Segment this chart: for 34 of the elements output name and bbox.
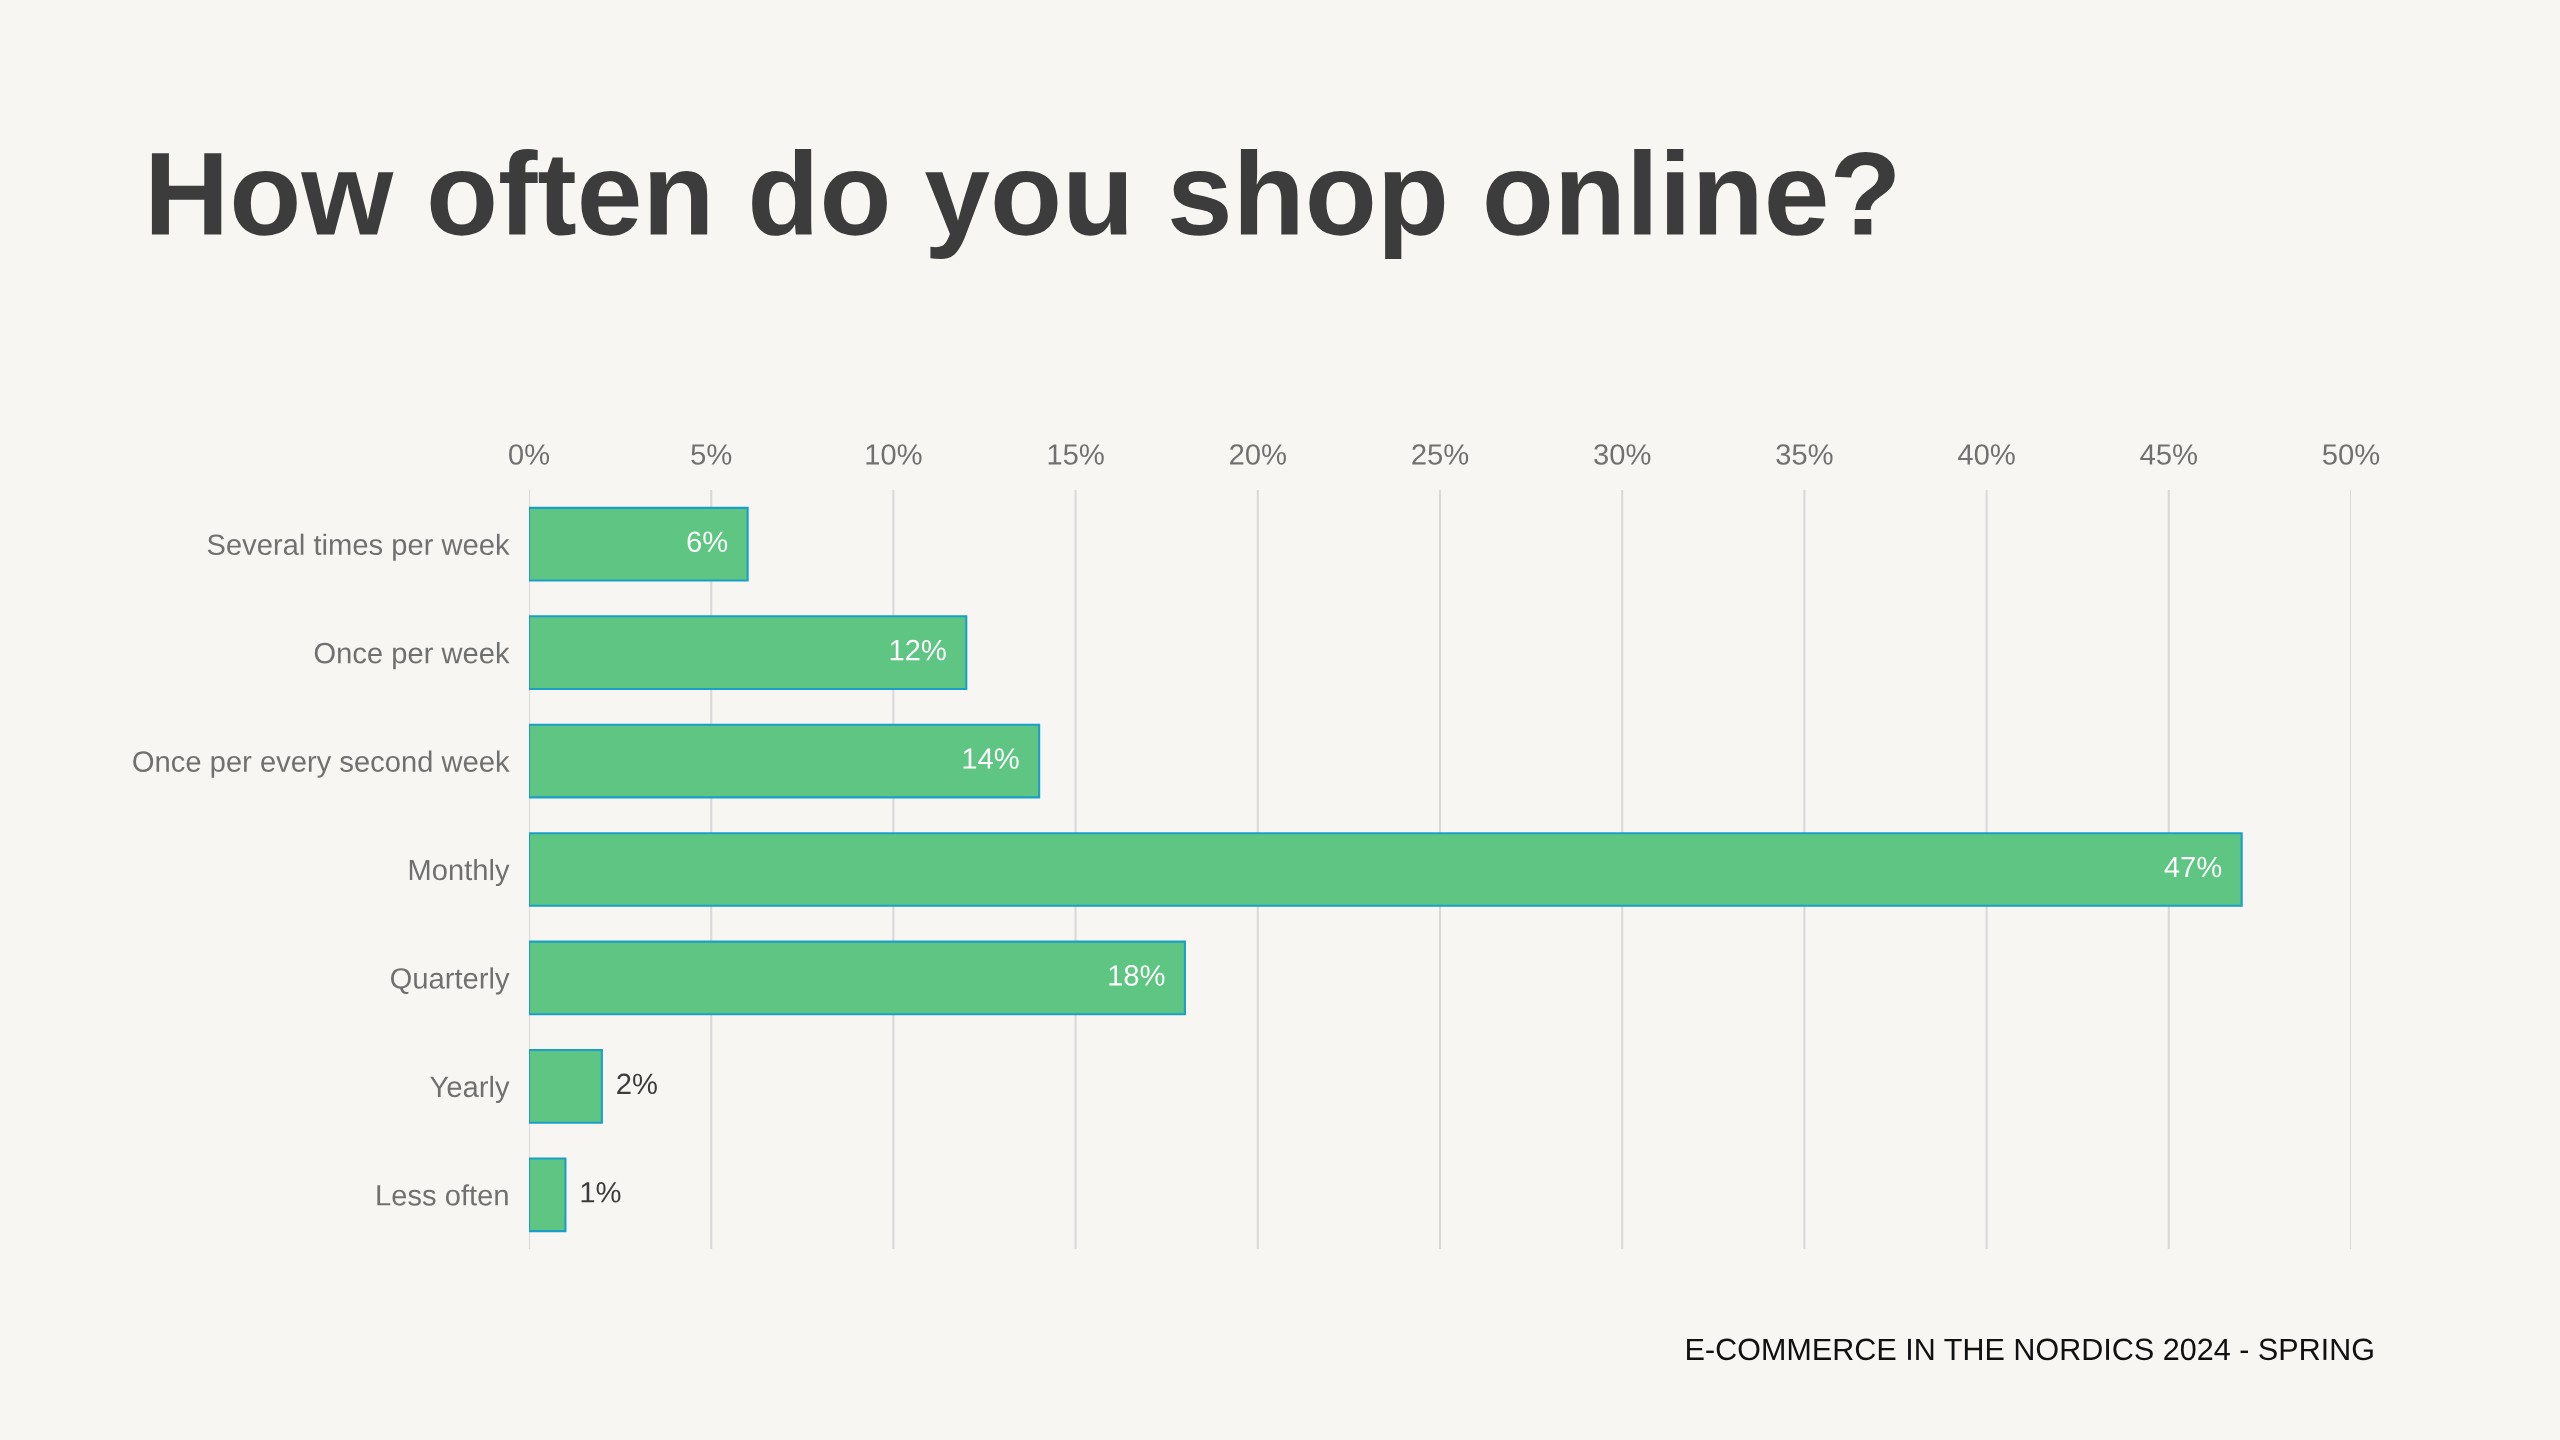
- bar: [529, 1048, 603, 1124]
- data-label: 12%: [890, 639, 946, 661]
- data-label: 6%: [687, 531, 728, 553]
- bar: [529, 1157, 567, 1233]
- bar: [529, 506, 749, 582]
- x-tick-label: 15%: [1048, 444, 1104, 465]
- x-tick-label: 10%: [866, 444, 922, 465]
- y-tick-label: Several times per week: [207, 533, 510, 561]
- data-label: 1%: [581, 1182, 621, 1203]
- data-label: 14%: [963, 748, 1019, 769]
- y-tick-label: Less often: [377, 1184, 508, 1206]
- x-tick-label: 20%: [1230, 444, 1286, 465]
- chart-title: How often do you shop online?: [151, 148, 1895, 260]
- bar: [529, 615, 968, 691]
- x-tick-label: 5%: [691, 444, 732, 465]
- x-tick-label: 50%: [2322, 444, 2380, 465]
- data-label: 18%: [1109, 965, 1165, 986]
- x-tick-label: 0%: [509, 444, 550, 465]
- data-label: 47%: [2164, 856, 2222, 878]
- bar: [529, 940, 1186, 1016]
- y-tick-label: Quarterly: [391, 967, 510, 995]
- x-tick-label: 35%: [1776, 444, 1833, 465]
- y-tick-label: Monthly: [409, 858, 510, 887]
- data-label: 2%: [617, 1073, 657, 1095]
- x-tick-label: 25%: [1412, 444, 1469, 465]
- x-tick-label: 30%: [1594, 444, 1651, 465]
- bar: [529, 723, 1041, 799]
- x-tick-label: 45%: [2140, 444, 2197, 465]
- bar: [529, 832, 2243, 907]
- y-tick-label: Once per week: [314, 642, 510, 670]
- y-tick-label: Yearly: [430, 1075, 510, 1103]
- x-tick-label: 40%: [1958, 444, 2015, 465]
- y-tick-label: Once per every second week: [133, 750, 510, 778]
- text: E-COMMERCE IN THE NORDICS 2024 - SPRING: [1687, 1338, 2373, 1361]
